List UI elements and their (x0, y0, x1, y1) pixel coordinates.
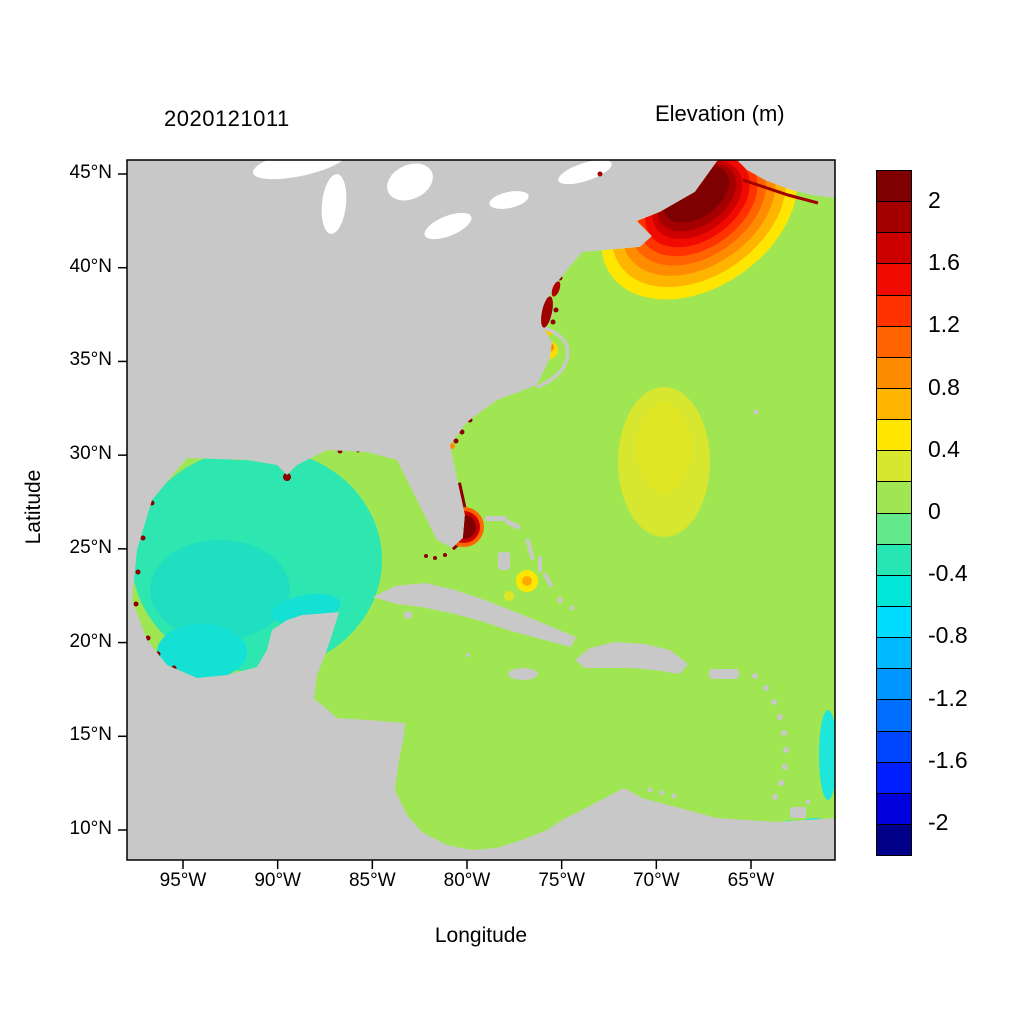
y-tick-label: 10°N (69, 818, 112, 839)
x-tick-label: 80°W (443, 870, 491, 891)
lesser-antilles (647, 673, 811, 818)
colorbar (876, 170, 912, 856)
colorbar-cell (877, 793, 911, 825)
lake-superior (252, 160, 348, 180)
y-tick-label: 20°N (69, 630, 112, 652)
run-timestamp-title: 2020121011 (164, 106, 290, 131)
x-tick-label: 65°W (727, 870, 775, 891)
colorbar-cell (877, 326, 911, 358)
trinidad-island (790, 807, 806, 818)
cuba-island (373, 583, 576, 647)
nova-scotia-coast-speck (742, 178, 819, 205)
cat-island (538, 556, 542, 572)
y-tick-label: 25°N (69, 536, 112, 558)
grand-bahama-island (485, 516, 507, 521)
colorbar-cell (877, 575, 911, 607)
colorbar-cell (877, 233, 911, 265)
atlantic-yellow-patch (618, 387, 710, 537)
jamaica-island (508, 668, 538, 680)
long-island-bahamas (543, 572, 553, 588)
map-layers (127, 160, 835, 860)
y-tick-label: 35°N (69, 349, 112, 371)
colorbar-tick-label: 0 (928, 498, 941, 524)
colorbar-cell (877, 513, 911, 545)
lake-ontario (489, 191, 529, 209)
x-tick-label: 95°W (159, 870, 207, 891)
colorbar-cell (877, 202, 911, 234)
y-tick-label: 45°N (69, 162, 112, 183)
lake-huron (387, 163, 433, 201)
y-tick-label: 40°N (69, 255, 112, 277)
colorbar-tick-label: -2 (928, 808, 949, 835)
isla-juventud (404, 611, 412, 619)
bahamas-anomaly (504, 570, 538, 601)
x-tick-label: 75°W (538, 870, 585, 891)
colorbar-tick-label: -1.6 (928, 746, 968, 773)
x-axis-label: Longitude (434, 924, 528, 947)
colorbar-tick-label: -1.2 (928, 684, 968, 711)
ocean-layer (132, 160, 835, 850)
colorbar-title: Elevation (m) (655, 101, 785, 126)
colorbar-cell (877, 700, 911, 732)
plot-frame (126, 159, 836, 861)
nova-scotia (737, 160, 835, 198)
chesapeake-anomaly (541, 281, 561, 328)
colorbar-cell (877, 731, 911, 763)
colorbar-tick-label: 0.8 (928, 373, 960, 400)
colorbar-tick-label: 2 (928, 187, 941, 214)
x-tick-label: 85°W (348, 870, 396, 891)
bay-of-campeche-anomaly (157, 624, 247, 680)
bonaire-island (671, 793, 677, 799)
hispaniola-island (575, 642, 688, 674)
colorbar-tick-label: -0.4 (928, 560, 968, 587)
colorbar-cell (877, 482, 911, 514)
turks-island (557, 597, 563, 603)
colorbar-cell (877, 388, 911, 421)
great-lakes (252, 160, 612, 240)
colorbar-cell (877, 544, 911, 576)
puerto-rico-island (709, 669, 739, 679)
axis-ticks (118, 173, 752, 869)
lake-michigan (321, 174, 347, 234)
colorbar-tick-label: 1.6 (928, 249, 960, 276)
islands-layer (373, 160, 835, 818)
aruba-island (647, 787, 653, 793)
eleuthera-island (525, 538, 535, 560)
colorbar-tick-label: 1.2 (928, 311, 960, 338)
colorbar-cell (877, 264, 911, 296)
colorbar-cell (877, 824, 911, 856)
gulf-of-mexico-core (150, 540, 290, 640)
colorbar-cell (877, 762, 911, 794)
colorbar-cell (877, 295, 911, 327)
caicos-island (569, 605, 575, 611)
x-tick-label: 90°W (254, 870, 301, 891)
outer-banks (536, 326, 570, 389)
colorbar-tick-label: 0.4 (928, 435, 960, 462)
colorbar-cell (877, 669, 911, 701)
colorbar-cell (877, 606, 911, 639)
lake-erie (424, 212, 472, 240)
colorbar-cell (877, 171, 911, 203)
x-tick-label: 70°W (632, 870, 680, 891)
st-lawrence (558, 160, 612, 185)
colorbar-cell (877, 638, 911, 670)
st-lawrence-speck (597, 171, 603, 177)
y-tick-label: 15°N (69, 724, 112, 746)
colorbar-cell (877, 451, 911, 483)
curacao-island (659, 790, 665, 796)
abaco-island (505, 519, 521, 530)
cayman-island (466, 653, 470, 657)
colorbar-cell (877, 357, 911, 389)
andros-island (498, 552, 510, 570)
colorbar-cell (877, 420, 911, 452)
colorbar-tick-label: -0.8 (928, 622, 968, 649)
bermuda-island (753, 409, 759, 415)
y-tick-label: 30°N (69, 443, 112, 465)
tobago-island (805, 799, 811, 805)
